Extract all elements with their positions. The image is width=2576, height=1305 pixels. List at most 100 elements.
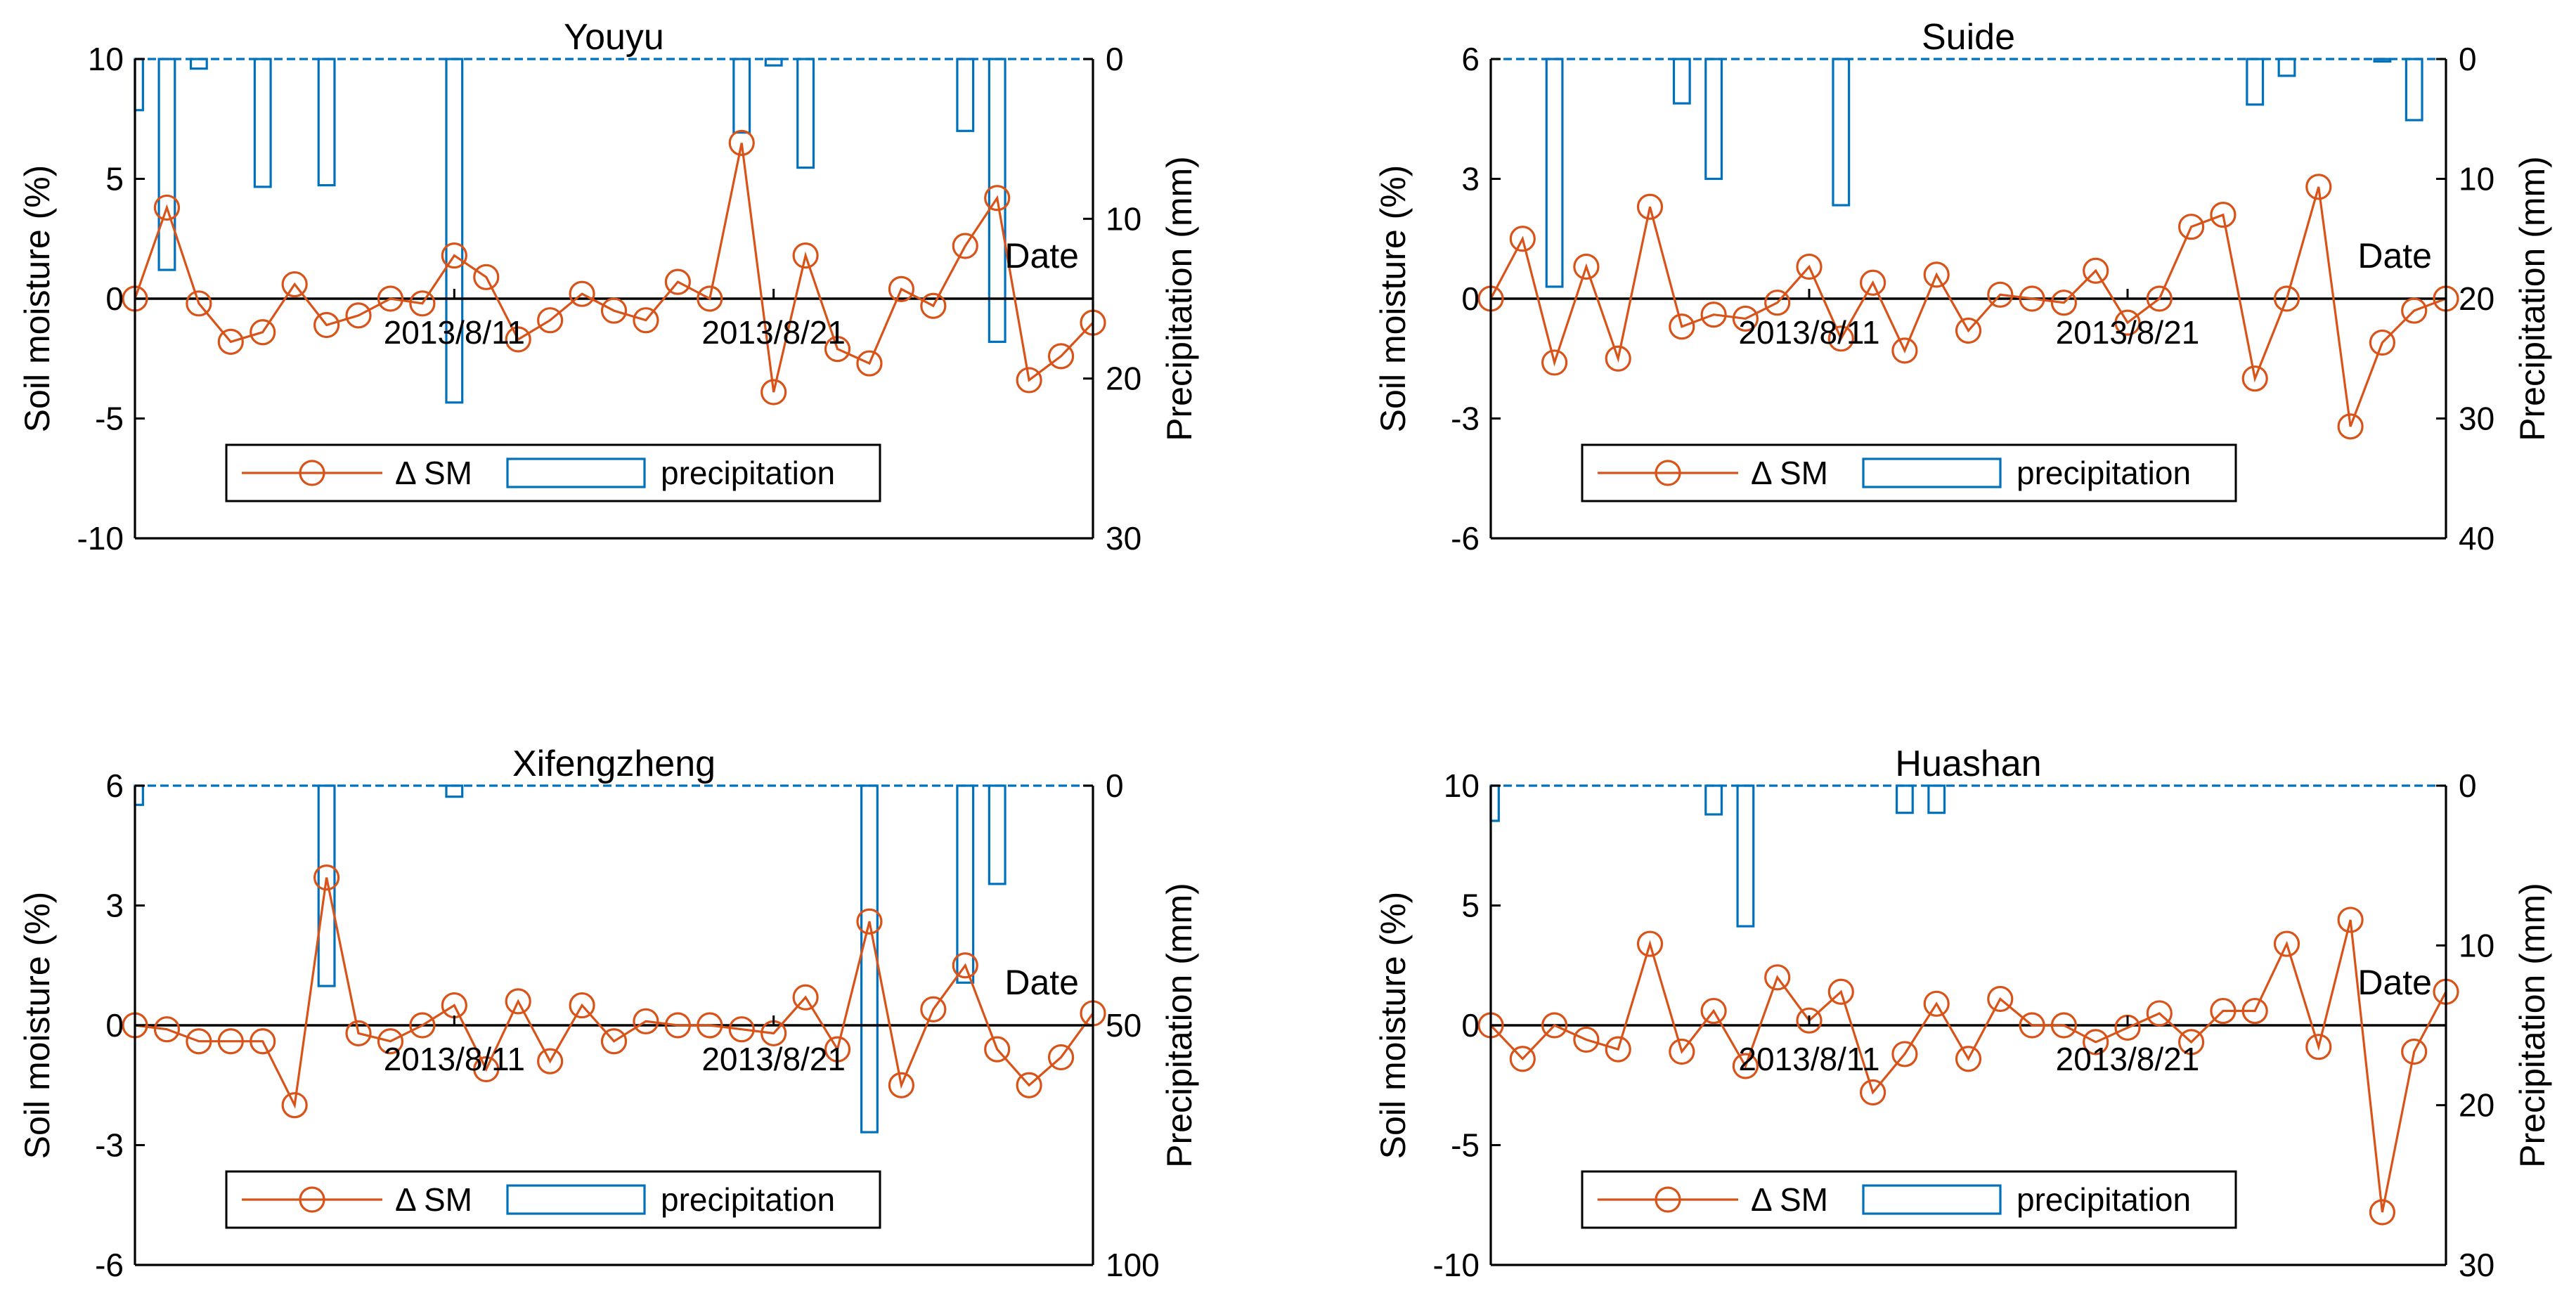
precip-bar	[988, 784, 1007, 885]
sm-marker	[153, 1016, 181, 1043]
precip-bar	[134, 58, 144, 112]
left-tick-label: 0	[105, 280, 124, 317]
sm-marker	[1796, 1007, 1823, 1034]
sm-marker	[2401, 297, 2428, 324]
sm-marker	[505, 326, 531, 353]
legend-precip-label: precipitation	[2017, 1181, 2191, 1218]
sm-marker	[600, 1028, 628, 1055]
sm-marker	[2178, 214, 2205, 240]
legend: Δ SM precipitation	[1581, 1170, 2237, 1229]
right-tick-label: 0	[2459, 767, 2477, 804]
right-tick-label: 20	[2459, 1087, 2494, 1124]
sm-marker	[824, 1036, 851, 1063]
sm-marker	[345, 1020, 372, 1046]
right-tick-label: 30	[2459, 1247, 2494, 1283]
left-tick-label: -3	[95, 1127, 124, 1164]
precip-bar	[445, 58, 464, 404]
sm-marker	[1541, 1012, 1568, 1039]
right-tick-label: 100	[1106, 1247, 1160, 1283]
sm-marker	[633, 307, 659, 334]
sm-marker	[473, 1056, 500, 1083]
legend: Δ SM precipitation	[225, 1170, 881, 1229]
legend: Δ SM precipitation	[1581, 443, 2237, 502]
sm-line	[1489, 186, 2447, 427]
sm-marker	[856, 908, 883, 935]
precip-bar	[1736, 784, 1755, 928]
sm-marker	[2050, 290, 2077, 316]
legend-sm-label: Δ SM	[1751, 1181, 1828, 1218]
left-axis-label: Soil moisture (%)	[1373, 892, 1413, 1160]
left-tick-label: 0	[1461, 280, 1480, 317]
precip-bar	[1672, 58, 1691, 105]
sm-marker	[1764, 964, 1791, 991]
right-tick-label: 10	[2459, 161, 2494, 197]
precip-bar	[134, 784, 144, 806]
sm-marker	[409, 290, 436, 317]
date-tick-label: 2013/8/11	[384, 314, 525, 351]
sm-marker	[473, 264, 500, 290]
sm-marker	[313, 311, 340, 339]
panel-title: Youyu	[564, 17, 664, 58]
precip-bar	[860, 784, 879, 1134]
legend-precip-swatch	[506, 457, 646, 488]
sm-marker	[1509, 1046, 1536, 1072]
right-axis-label: Precipitation (mm)	[1160, 883, 1199, 1168]
legend-precip-swatch	[1862, 457, 2002, 488]
sm-marker	[1891, 337, 1918, 364]
sm-marker	[1047, 343, 1075, 370]
date-tick-label: 2013/8/11	[1738, 314, 1879, 351]
sm-marker	[600, 297, 628, 324]
legend-sm-label: Δ SM	[395, 455, 472, 491]
sm-line	[134, 877, 1094, 1110]
sm-marker	[920, 292, 947, 319]
sm-marker	[1796, 253, 1823, 280]
right-tick-label: 10	[1106, 200, 1141, 237]
sm-marker	[2210, 202, 2237, 228]
panel-youyu: 10 5 0 -5 -10 0 10 20 30 2013/8/11 2013/8/21 Date Yo…	[18, 17, 1199, 557]
precip-bar	[2277, 58, 2296, 77]
sm-marker	[952, 952, 978, 979]
date-tick-label: 2013/8/21	[2056, 1041, 2200, 1077]
panel-title: Suide	[1922, 17, 2015, 58]
legend-precip-label: precipitation	[2017, 455, 2191, 491]
x-axis-label: Date	[1004, 236, 1079, 275]
sm-marker	[2369, 329, 2395, 356]
legend-precip-label: precipitation	[661, 455, 835, 491]
left-tick-label: 10	[88, 41, 124, 77]
sm-marker	[1669, 313, 1695, 340]
right-tick-label: 30	[2459, 401, 2494, 437]
precip-bar	[1895, 784, 1914, 814]
legend-sm-swatch-marker	[299, 460, 325, 486]
left-tick-label: 5	[1461, 888, 1480, 924]
left-tick-label: -5	[95, 401, 124, 437]
left-axis-label: Soil moisture (%)	[18, 165, 57, 433]
precip-bar	[2246, 58, 2265, 106]
left-axis-label: Soil moisture (%)	[18, 892, 57, 1160]
left-tick-label: -3	[1451, 401, 1480, 437]
date-tick-label: 2013/8/21	[2056, 314, 2200, 351]
sm-marker	[281, 1092, 308, 1119]
sm-marker	[1923, 261, 1950, 288]
precip-bar	[317, 784, 336, 987]
sm-marker	[1016, 1072, 1042, 1098]
legend-precip-label: precipitation	[661, 1181, 835, 1218]
sm-marker	[250, 1028, 276, 1055]
sm-marker	[569, 280, 595, 307]
precip-bar	[1704, 58, 1723, 181]
x-axis-label: Date	[2357, 236, 2432, 275]
legend-sm-swatch-marker	[299, 1186, 325, 1213]
left-tick-label: -5	[1451, 1127, 1480, 1164]
left-tick-label: 0	[1461, 1007, 1480, 1044]
precip-bar	[253, 58, 272, 188]
right-tick-label: 40	[2459, 520, 2494, 557]
x-axis-label: Date	[1004, 963, 1079, 1002]
sm-marker	[984, 185, 1011, 212]
right-tick-label: 10	[2459, 927, 2494, 963]
sm-marker	[1605, 1036, 1631, 1063]
precip-bar	[796, 58, 815, 169]
date-tick-label: 2013/8/21	[701, 1041, 846, 1077]
right-axis-label: Precipitation (mm)	[2513, 883, 2552, 1168]
legend: Δ SM precipitation	[225, 443, 881, 502]
